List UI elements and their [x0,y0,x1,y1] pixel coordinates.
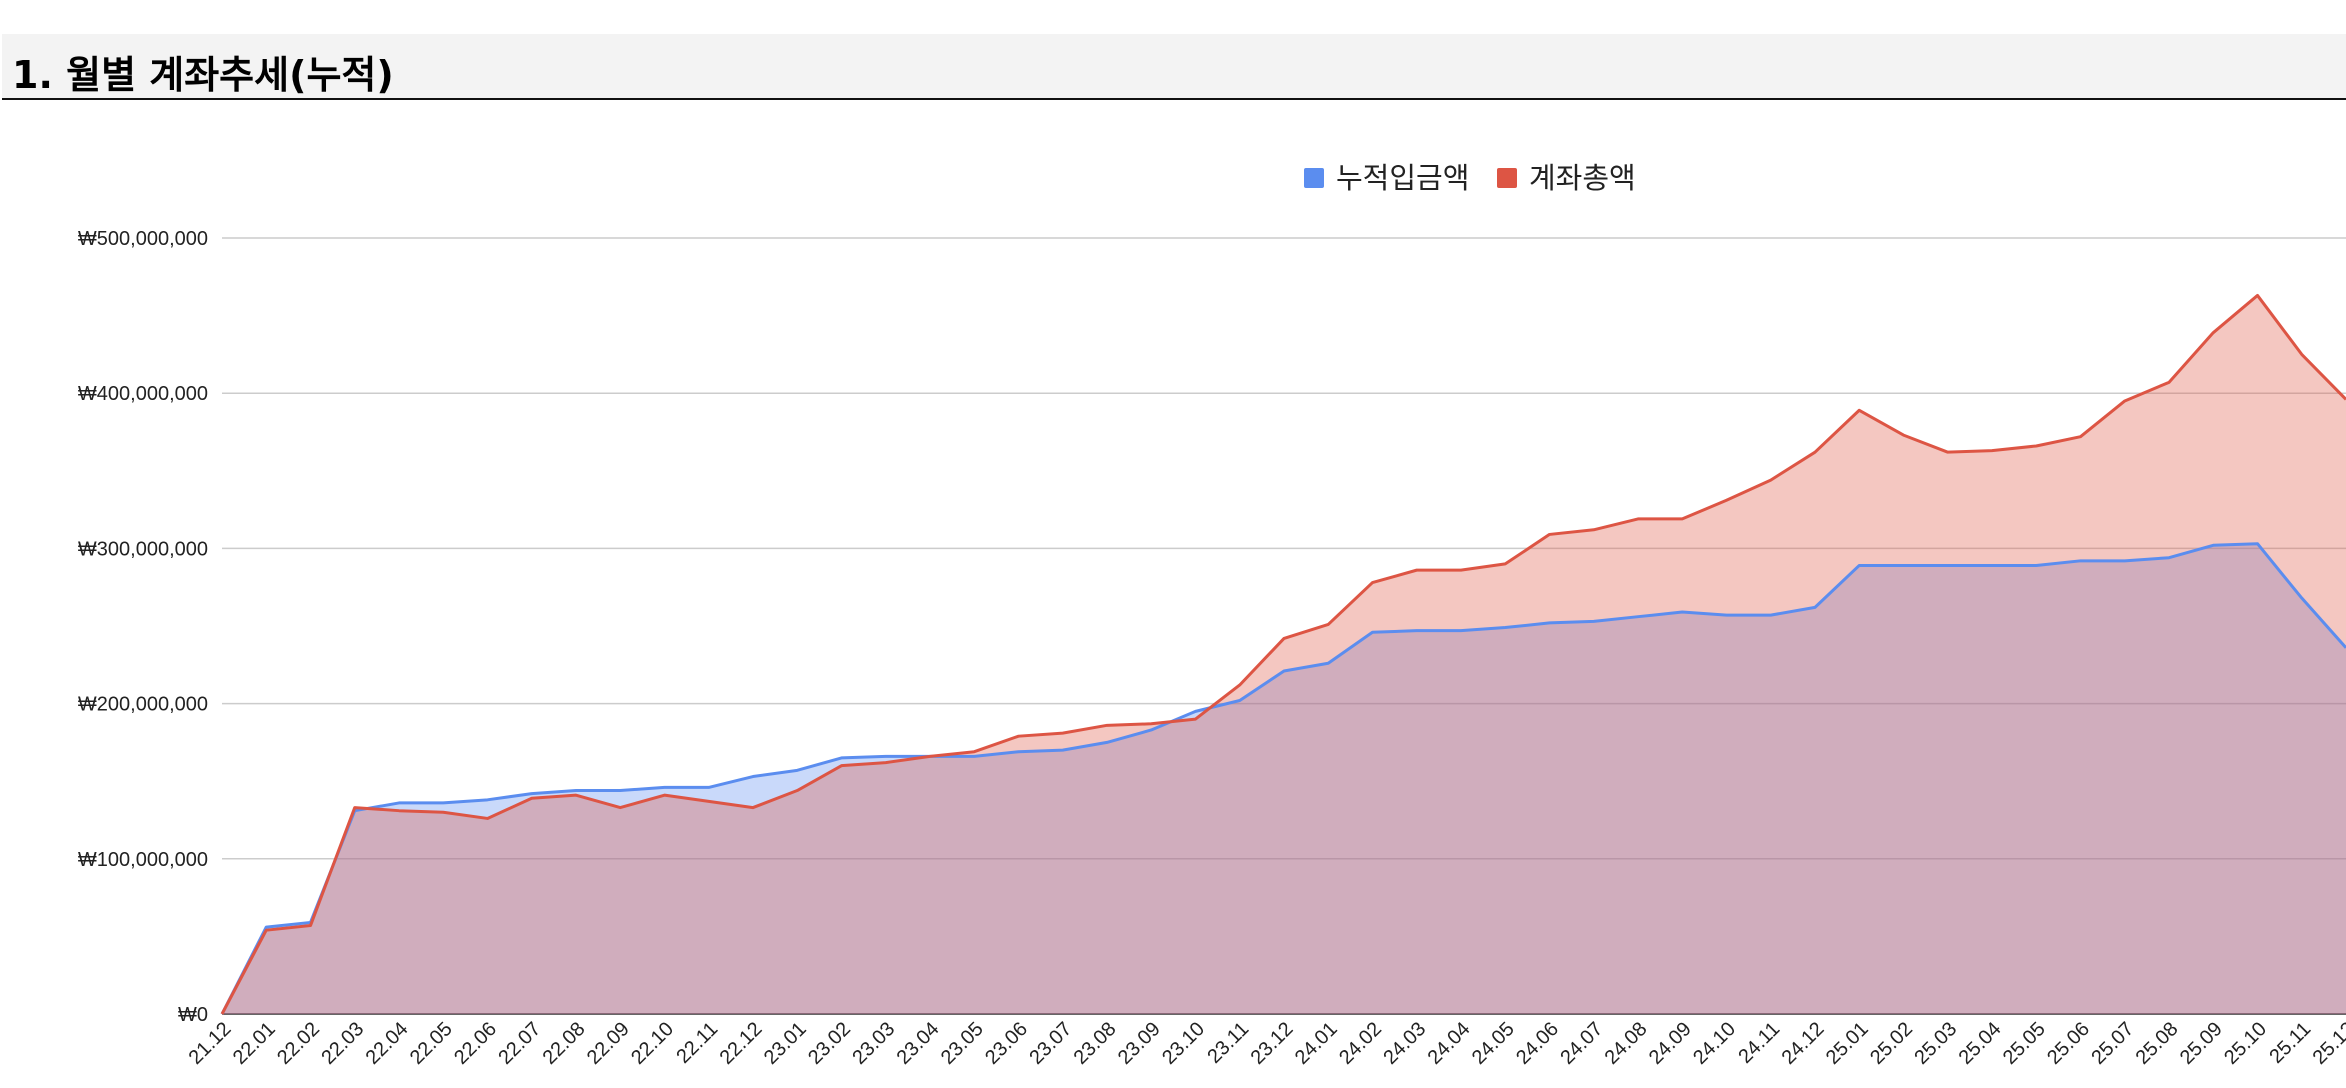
x-tick-label: 25.03 [1910,1018,1961,1069]
y-axis-labels: ₩0 ₩100,000,000 ₩200,000,000 ₩300,000,000 ₩4… [78,228,208,1026]
x-tick-label: 25.06 [2043,1018,2094,1069]
y-tick-label: ₩400,000,000 [78,383,208,405]
x-tick-label: 24.09 [1645,1018,1696,1069]
series-lines [220,293,2346,1015]
page-title: 1. 월별 계좌추세(누적) [12,53,394,97]
x-tick-label: 24.03 [1379,1018,1430,1069]
x-tick-label: 24.04 [1424,1018,1475,1069]
x-tick-label: 24.12 [1778,1018,1829,1069]
x-tick-label: 25.01 [1822,1018,1873,1069]
x-tick-label: 23.05 [937,1018,988,1069]
x-tick-label: 23.11 [1203,1018,1253,1068]
x-tick-label: 24.08 [1601,1018,1652,1069]
legend: 누적입금액 계좌총액 [1304,161,1636,195]
x-tick-label: 23.01 [760,1018,811,1069]
x-tick-label: 22.06 [450,1018,501,1069]
x-tick-label: 22.03 [317,1018,368,1069]
series-areas [222,295,2346,1014]
x-tick-label: 23.03 [848,1018,899,1069]
area-deposit [222,543,2346,1014]
y-tick-label: ₩300,000,000 [78,538,208,560]
x-tick-label: 24.11 [1734,1018,1784,1068]
x-tick-label: 24.06 [1512,1018,1563,1069]
x-tick-label: 24.02 [1335,1018,1386,1069]
y-tick-label: ₩500,000,000 [78,228,208,250]
x-tick-label: 22.08 [539,1018,590,1069]
x-tick-label: 25.07 [2087,1018,2138,1069]
x-tick-label: 22.07 [494,1018,545,1069]
x-tick-label: 23.12 [1247,1018,1298,1069]
legend-swatch [1497,168,1517,188]
x-tick-label: 23.08 [1070,1018,1121,1069]
x-tick-label: 25.11 [2265,1018,2315,1068]
line-deposit [220,542,2346,1015]
legend-label: 계좌총액 [1529,161,1636,195]
x-tick-label: 25.12 [2309,1018,2346,1069]
x-tick-label: 22.01 [229,1018,280,1069]
x-tick-label: 23.09 [1114,1018,1165,1069]
x-tick-label: 22.04 [362,1018,413,1069]
x-tick-label: 24.05 [1468,1018,1519,1069]
x-tick-label: 25.05 [1999,1018,2050,1069]
x-tick-label: 23.04 [893,1018,944,1069]
x-tick-label: 22.09 [583,1018,634,1069]
area-total [222,295,2346,1014]
x-tick-label: 23.07 [1025,1018,1076,1069]
x-tick-label: 25.04 [1955,1018,2006,1069]
legend-swatch [1304,168,1324,188]
x-tick-label: 23.02 [804,1018,855,1069]
x-tick-label: 22.11 [672,1018,722,1068]
x-tick-label: 22.10 [627,1018,678,1069]
x-tick-label: 25.02 [1866,1018,1917,1069]
x-tick-label: 24.07 [1556,1018,1607,1069]
x-axis-labels: 21.1222.0122.0222.0322.0422.0522.0622.07… [185,1018,2346,1069]
x-tick-label: 25.10 [2220,1018,2271,1069]
x-tick-label: 25.09 [2176,1018,2227,1069]
line-total [220,293,2346,1015]
y-tick-label: ₩200,000,000 [78,694,208,716]
x-tick-label: 25.08 [2132,1018,2183,1069]
x-tick-label: 24.10 [1689,1018,1740,1069]
y-tick-label: ₩0 [178,1004,208,1026]
x-tick-label: 22.02 [273,1018,324,1069]
x-tick-label: 22.05 [406,1018,457,1069]
section-header-bar: 1. 월별 계좌추세(누적) [2,34,2346,100]
x-tick-label: 23.10 [1158,1018,1209,1069]
y-tick-label: ₩100,000,000 [78,849,208,871]
gridlines [222,237,2346,1015]
x-tick-label: 23.06 [981,1018,1032,1069]
legend-label: 누적입금액 [1336,161,1469,195]
x-tick-label: 22.12 [716,1018,767,1069]
x-tick-label: 24.01 [1291,1018,1342,1069]
